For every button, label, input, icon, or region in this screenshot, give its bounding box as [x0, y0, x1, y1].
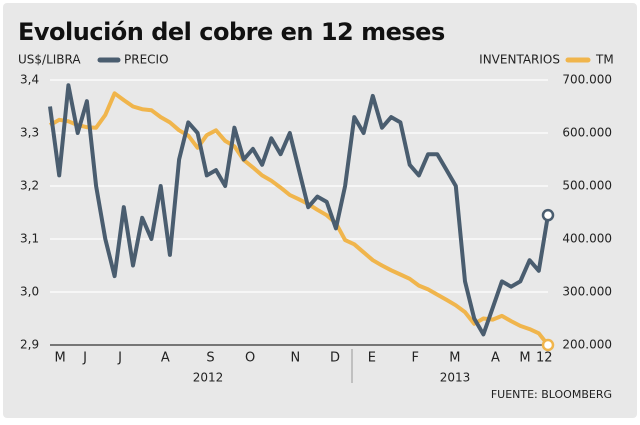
y2-tick-label: 300.000: [562, 285, 612, 299]
x-tick-label: D: [330, 351, 340, 366]
end-marker: [541, 338, 555, 352]
y2-axis-label: TM: [595, 53, 614, 67]
x-tick-label: E: [368, 351, 376, 366]
legend-label: INVENTARIOS: [479, 53, 560, 67]
series-line: [49, 91, 550, 347]
y2-tick-label: 600.000: [562, 126, 612, 140]
x-tick-label: J: [82, 351, 87, 366]
x-tick-label: 12: [536, 351, 553, 366]
x-tick-label: J: [117, 351, 122, 366]
chart-title: Evolución del cobre en 12 meses: [18, 18, 445, 46]
legend-label: PRECIO: [124, 53, 169, 67]
x-tick-label: O: [245, 351, 255, 366]
x-tick-label: F: [411, 351, 418, 366]
y-tick-label: 3,4: [20, 73, 39, 87]
series-line: [48, 83, 550, 337]
x-tick-label: A: [491, 351, 500, 366]
y-axis-label: US$/LIBRA: [18, 53, 81, 67]
year-label: 2012: [193, 371, 224, 385]
x-tick-label: M: [449, 351, 460, 366]
x-tick-label: N: [290, 351, 300, 366]
y2-tick-label: 500.000: [562, 179, 612, 193]
x-tick-label: M: [519, 351, 530, 366]
source: FUENTE: BLOOMBERG: [491, 388, 612, 401]
y2-tick-label: 400.000: [562, 232, 612, 246]
y2-tick-label: 700.000: [562, 73, 612, 87]
x-tick-label: M: [55, 351, 66, 366]
x-tick-label: A: [161, 351, 170, 366]
y-tick-label: 3,2: [20, 179, 39, 193]
end-marker: [541, 208, 555, 222]
y-tick-label: 2,9: [20, 338, 39, 352]
x-tick-label: S: [206, 351, 214, 366]
y-tick-label: 3,3: [20, 126, 39, 140]
year-label: 2013: [440, 371, 471, 385]
y-tick-label: 3,1: [20, 232, 39, 246]
y-tick-label: 3,0: [20, 285, 39, 299]
y2-tick-label: 200.000: [562, 338, 612, 352]
